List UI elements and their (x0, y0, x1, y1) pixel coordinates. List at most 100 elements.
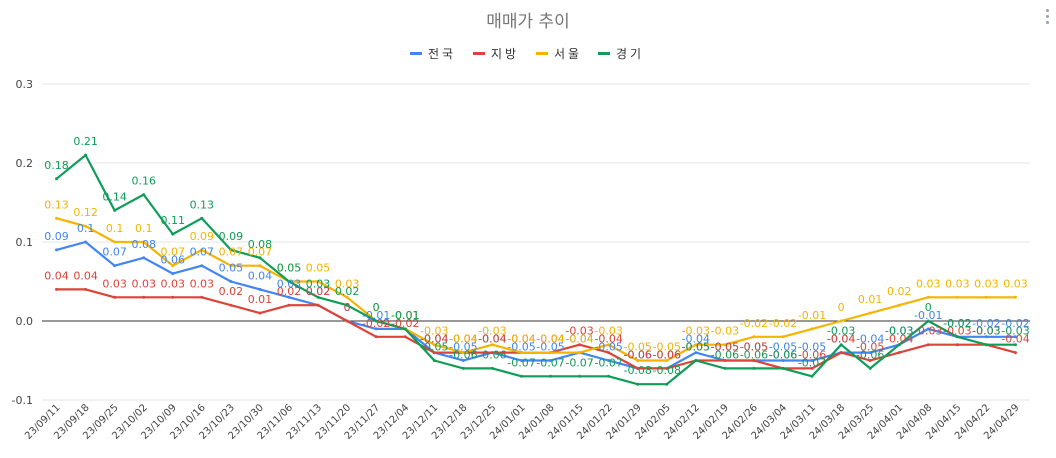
legend-label[interactable]: 지방 (491, 47, 519, 61)
data-label: 0.05 (306, 262, 331, 275)
data-point (926, 295, 930, 299)
data-point (461, 359, 465, 362)
data-label: -0.04 (536, 333, 564, 346)
data-label: -0.05 (856, 341, 884, 354)
data-label: -0.06 (798, 348, 826, 361)
data-point (287, 280, 291, 283)
data-label: -0.04 (682, 333, 710, 346)
legend-label[interactable]: 전국 (428, 47, 456, 61)
data-label: 0.03 (916, 277, 941, 290)
data-label: 0.18 (44, 159, 69, 172)
data-label: 0.05 (277, 262, 302, 275)
data-label: -0.06 (769, 348, 797, 361)
data-label: -0.06 (449, 348, 477, 361)
data-point (810, 374, 814, 378)
data-point (723, 343, 727, 347)
series-line-3 (55, 154, 1016, 386)
data-point (839, 319, 843, 323)
data-point (113, 240, 117, 244)
data-label: -0.05 (507, 341, 535, 354)
series-lines (55, 153, 1017, 386)
data-point (810, 359, 814, 362)
data-label: -0.03 (972, 325, 1000, 338)
data-point (839, 343, 843, 347)
data-label: -0.05 (682, 341, 710, 354)
data-label: -0.02 (769, 317, 797, 330)
data-label: -0.03 (594, 325, 622, 338)
data-point (171, 264, 175, 268)
data-label: -0.06 (769, 348, 797, 361)
data-point (868, 366, 872, 370)
data-point (665, 359, 669, 362)
data-point (955, 343, 959, 347)
data-label: -0.01 (362, 309, 390, 322)
data-label: -0.03 (478, 325, 506, 338)
data-label: 0.03 (161, 277, 186, 290)
data-point (723, 359, 727, 362)
legend: 전국 지방 서울 경기 (410, 47, 644, 61)
data-label: 0.05 (219, 262, 244, 275)
data-label: -0.07 (565, 356, 593, 369)
legend-label[interactable]: 경기 (616, 47, 644, 61)
data-label: -0.01 (914, 309, 942, 322)
data-label: 0 (373, 301, 380, 314)
data-point (578, 343, 582, 347)
data-label: -0.05 (769, 341, 797, 354)
data-point (113, 264, 117, 268)
data-label: -0.04 (827, 333, 855, 346)
data-point (810, 366, 814, 370)
data-point (868, 351, 872, 355)
chart-title: 매매가 추이 (486, 12, 570, 32)
data-label: -0.01 (391, 309, 419, 322)
data-point (607, 374, 611, 378)
data-label: -0.05 (740, 341, 768, 354)
data-label: -0.05 (536, 341, 564, 354)
data-point (461, 351, 465, 355)
data-point (1013, 295, 1017, 299)
data-point (519, 374, 523, 378)
legend-swatch (473, 52, 485, 55)
data-point (781, 366, 785, 370)
data-point (1013, 351, 1017, 355)
data-point (200, 295, 204, 299)
y-tick-label: 0.3 (16, 78, 34, 91)
data-label: 0 (838, 301, 845, 314)
data-point (607, 343, 611, 347)
data-label: -0.03 (943, 325, 971, 338)
chart-menu-icon[interactable] (1042, 6, 1052, 28)
data-label: 0 (344, 301, 351, 314)
data-label: 0.03 (190, 277, 215, 290)
data-label: -0.03 (885, 325, 913, 338)
data-point (636, 359, 640, 362)
legend-label[interactable]: 서울 (554, 47, 582, 61)
data-point (229, 264, 233, 268)
data-point (694, 343, 698, 347)
data-point (897, 343, 901, 347)
data-label: 0.07 (161, 246, 186, 259)
data-point (752, 335, 756, 339)
data-label: 0.02 (306, 285, 331, 298)
y-tick-label: 0.2 (16, 157, 34, 170)
data-point (636, 366, 640, 370)
data-point (1013, 343, 1017, 347)
data-point (200, 264, 204, 268)
data-label: 0.08 (131, 238, 156, 251)
data-label: -0.04 (507, 333, 535, 346)
data-point (229, 248, 233, 252)
data-label: -0.08 (623, 364, 651, 377)
data-label: -0.05 (623, 341, 651, 354)
data-point (374, 327, 378, 331)
data-label: -0.04 (449, 333, 477, 346)
data-point (984, 295, 988, 299)
data-point (142, 256, 146, 260)
data-label: -0.07 (594, 356, 622, 369)
data-point (955, 335, 959, 339)
data-label: 0.06 (161, 254, 186, 267)
data-label: 0.1 (135, 222, 153, 235)
data-point (55, 177, 59, 181)
data-label: 0.02 (335, 285, 360, 298)
data-point (171, 272, 175, 276)
y-axis: 0.3 0.2 0.1 0.0 -0.1 (12, 78, 33, 407)
data-point (55, 216, 59, 220)
data-point (345, 303, 349, 307)
